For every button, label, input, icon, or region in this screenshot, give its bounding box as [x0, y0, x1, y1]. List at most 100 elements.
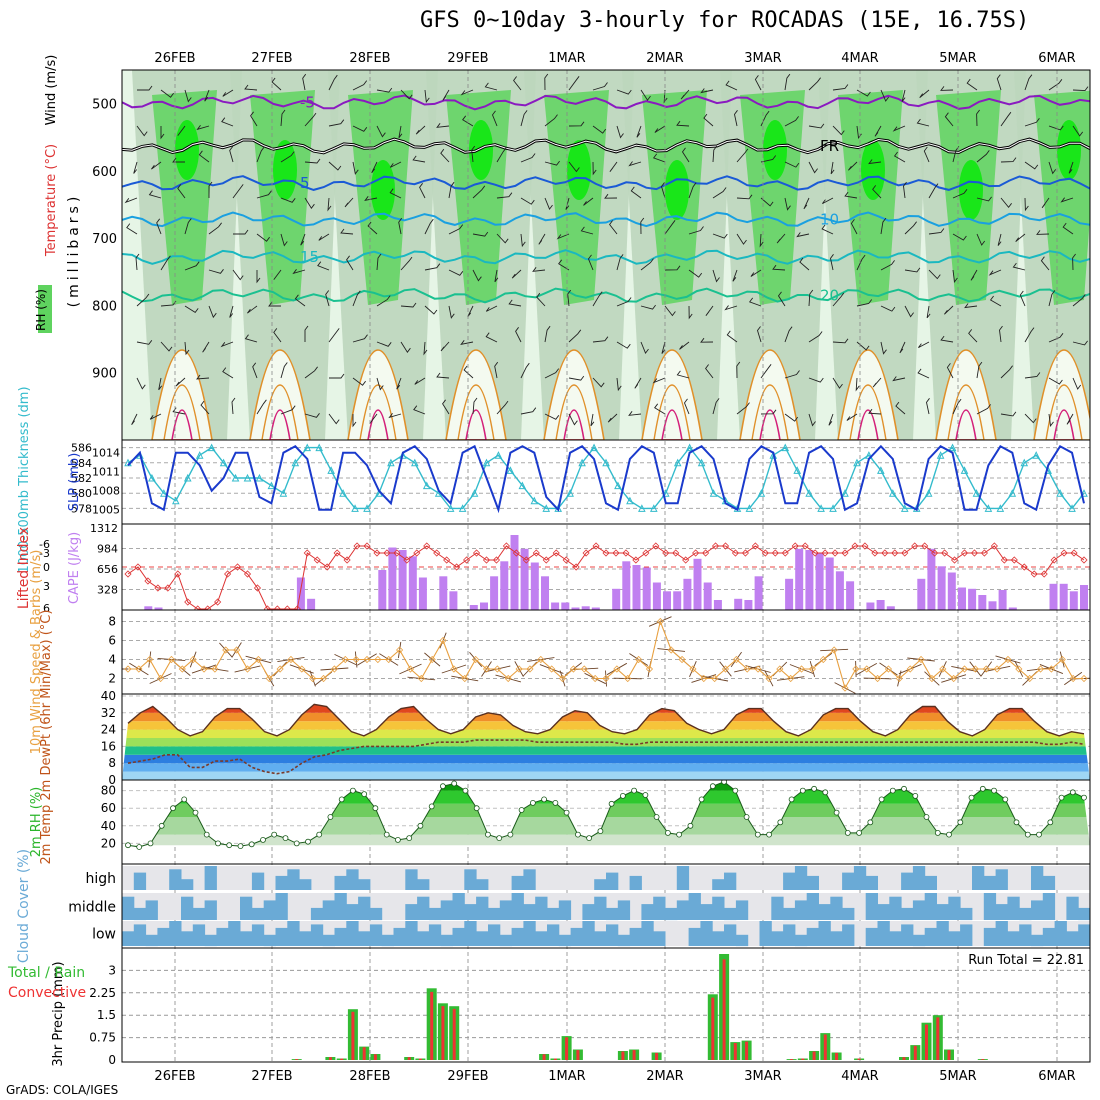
wind-speed-point	[1015, 665, 1023, 673]
cape-bar	[439, 576, 448, 610]
wind-speed-point	[743, 665, 751, 673]
wind-barb	[184, 341, 190, 356]
cape-bar	[815, 552, 824, 610]
cloud-bar-high	[287, 869, 300, 890]
wind-barb	[558, 259, 570, 271]
lifted-index-point	[423, 542, 431, 550]
wind-barb	[868, 408, 882, 415]
rh-point	[316, 831, 323, 838]
cape-bar	[612, 588, 621, 610]
wind-barb	[376, 295, 391, 307]
rh-bright-cell-7	[861, 140, 885, 200]
precip-conv-bar	[733, 1043, 737, 1060]
slp-panel	[124, 443, 1088, 514]
cloud-bar-middle	[617, 900, 631, 920]
wind-barb	[661, 182, 666, 199]
wind-speed-point	[917, 655, 925, 664]
rh-axis-label: RH (%)	[34, 289, 48, 331]
cloud-bar-middle	[653, 896, 666, 920]
cloud-bar-low	[983, 927, 997, 946]
rh-point	[563, 809, 570, 816]
cloud-bar-high	[464, 869, 477, 890]
lifted-index-point	[1050, 556, 1058, 564]
lifted-index-point	[393, 549, 401, 557]
top-date-label: 28FEB	[349, 51, 390, 66]
wind-barb	[1062, 222, 1074, 235]
lifted-index-point	[751, 542, 759, 550]
wind-barb	[760, 155, 777, 163]
wind-barb	[683, 398, 690, 415]
li-tick: 3	[43, 580, 50, 593]
cloud-bar-low	[275, 927, 288, 946]
isotherm-label-4: 15	[300, 248, 319, 266]
wind-barb	[997, 233, 1002, 246]
slp-line	[127, 444, 1085, 514]
wind-barb	[918, 341, 930, 348]
wind-barb	[327, 197, 332, 212]
cloud-bar-middle	[665, 907, 678, 921]
lifted-index-point	[492, 556, 501, 564]
wind-barb	[400, 341, 411, 353]
thermal-contour-inner-0	[163, 384, 201, 440]
wind-barb	[640, 341, 649, 355]
cloud-bar-low	[1019, 924, 1032, 946]
lifted-index-point	[243, 570, 252, 578]
wind-barb	[400, 89, 413, 100]
wind-barb	[652, 377, 666, 384]
wind-barb	[424, 218, 434, 235]
rh2m-axis-label: 2m RH (%)	[29, 787, 44, 858]
wind-barb	[654, 125, 666, 133]
wind-barb	[440, 341, 450, 352]
wind-barb	[460, 89, 474, 96]
pressure-tick: 800	[92, 299, 117, 314]
rh-point	[125, 842, 131, 849]
cloud-bar-high	[204, 866, 217, 890]
wind-barb	[754, 75, 762, 91]
rh-point	[305, 838, 311, 845]
cloud-bar-low	[735, 934, 749, 947]
panel-frames	[121, 69, 1091, 1063]
wind-barb	[376, 253, 382, 271]
slp-tick: 1008	[92, 485, 120, 498]
wind-barb	[1015, 233, 1026, 242]
wind-barb	[208, 305, 217, 319]
rh-point	[1002, 796, 1009, 803]
rh-bright-cell-1	[273, 140, 297, 200]
lifted-index-point	[652, 542, 660, 550]
lifted-index-point	[124, 570, 132, 578]
wind-barb	[200, 400, 210, 415]
cloud-bar-middle	[1042, 893, 1056, 920]
precip-conv-bar	[576, 1050, 580, 1060]
wind-barb	[988, 269, 1002, 276]
wind-speed-point	[493, 665, 501, 673]
rh-point	[743, 814, 750, 820]
run-total-label: Run Total = 22.81	[968, 953, 1084, 968]
wind-barb	[460, 340, 474, 345]
cloud-bar-middle	[688, 893, 701, 920]
cloud-bar-low	[452, 927, 465, 946]
lifted-index-point	[901, 549, 909, 557]
cloud-bar-low	[263, 934, 276, 947]
wind-barb	[126, 223, 138, 235]
cloud-bar-low	[216, 927, 229, 946]
cloud-bar-middle	[606, 907, 619, 921]
wind-barb	[328, 413, 340, 425]
rh-point	[361, 791, 368, 797]
wind-barb	[544, 368, 560, 379]
wind-barb	[485, 305, 498, 312]
wind-speed-point	[167, 655, 176, 664]
wind-barb	[628, 411, 642, 416]
isotherm-0	[122, 94, 1090, 111]
cloud-bar-low	[1007, 931, 1020, 946]
wind-barb	[808, 123, 825, 129]
cloud-bar-low	[818, 921, 831, 946]
thickness-point	[351, 504, 359, 512]
pressure-tick: 900	[92, 367, 117, 382]
wind-barb	[280, 233, 288, 247]
wind-barb	[964, 303, 978, 309]
cloud-bar-high	[629, 875, 642, 890]
cloud-bar-middle	[310, 907, 324, 921]
wind-barb	[1048, 333, 1064, 343]
pressure-axis-label: (millibars)	[66, 193, 82, 308]
